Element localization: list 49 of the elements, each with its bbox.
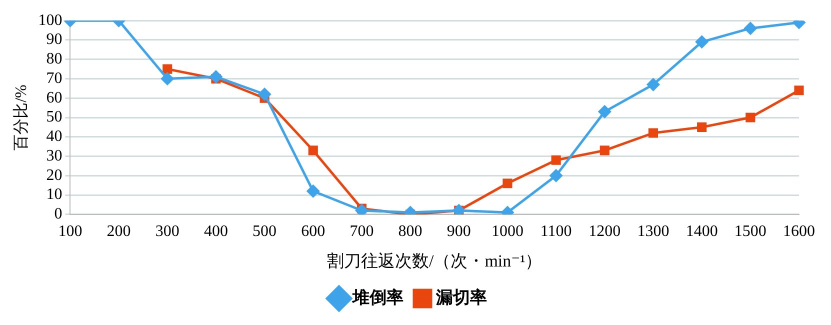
- x-tick-label: 200: [106, 223, 131, 240]
- point: [502, 178, 512, 188]
- point: [646, 78, 660, 91]
- y-axis-title: 百分比/%: [12, 84, 30, 150]
- x-tick-label: 700: [350, 223, 374, 240]
- x-tick-label: 400: [204, 223, 228, 240]
- x-axis-title: 割刀往返次数/（次・min⁻¹）: [326, 251, 542, 270]
- point: [794, 86, 804, 96]
- x-tick-label: 1000: [491, 223, 524, 240]
- y-tick-label: 70: [46, 70, 62, 87]
- point: [258, 88, 271, 100]
- point: [697, 122, 707, 132]
- point: [161, 72, 174, 85]
- point: [308, 146, 318, 156]
- x-tick-label: 100: [58, 223, 82, 240]
- point: [210, 70, 222, 84]
- point: [744, 22, 757, 35]
- x-tick-label: 500: [252, 223, 277, 240]
- point: [550, 169, 562, 182]
- x-tick-label: 1600: [783, 223, 815, 240]
- point: [746, 112, 756, 122]
- y-tick-label: 40: [46, 128, 62, 146]
- point: [600, 146, 610, 156]
- point: [648, 128, 658, 138]
- y-tick-label: 10: [46, 186, 62, 204]
- y-tick-label: 60: [46, 89, 62, 106]
- x-tick-label: 1200: [588, 223, 621, 240]
- point: [598, 105, 611, 118]
- x-tick-label: 1300: [637, 223, 670, 240]
- x-tick-label: 1500: [734, 223, 766, 240]
- y-tick-label: 0: [54, 206, 62, 223]
- x-tick-label: 800: [398, 223, 422, 240]
- legend-label: 漏切率: [435, 288, 487, 307]
- point: [696, 36, 708, 48]
- x-tick-label: 300: [155, 223, 180, 240]
- y-tick-label: 20: [46, 166, 62, 184]
- y-tick-label: 80: [46, 50, 62, 68]
- point: [551, 155, 561, 165]
- x-tick-label: 600: [301, 223, 326, 240]
- y-tick-label: 90: [46, 31, 62, 48]
- point: [162, 64, 172, 74]
- y-tick-label: 50: [46, 108, 62, 126]
- x-tick-label: 900: [446, 223, 471, 240]
- y-tick-label: 30: [46, 147, 62, 164]
- x-tick-label: 1400: [686, 223, 718, 240]
- y-tick-label: 100: [38, 12, 62, 29]
- point: [306, 184, 320, 198]
- x-tick-label: 1100: [540, 223, 572, 240]
- legend-label: 堆倒率: [352, 288, 404, 307]
